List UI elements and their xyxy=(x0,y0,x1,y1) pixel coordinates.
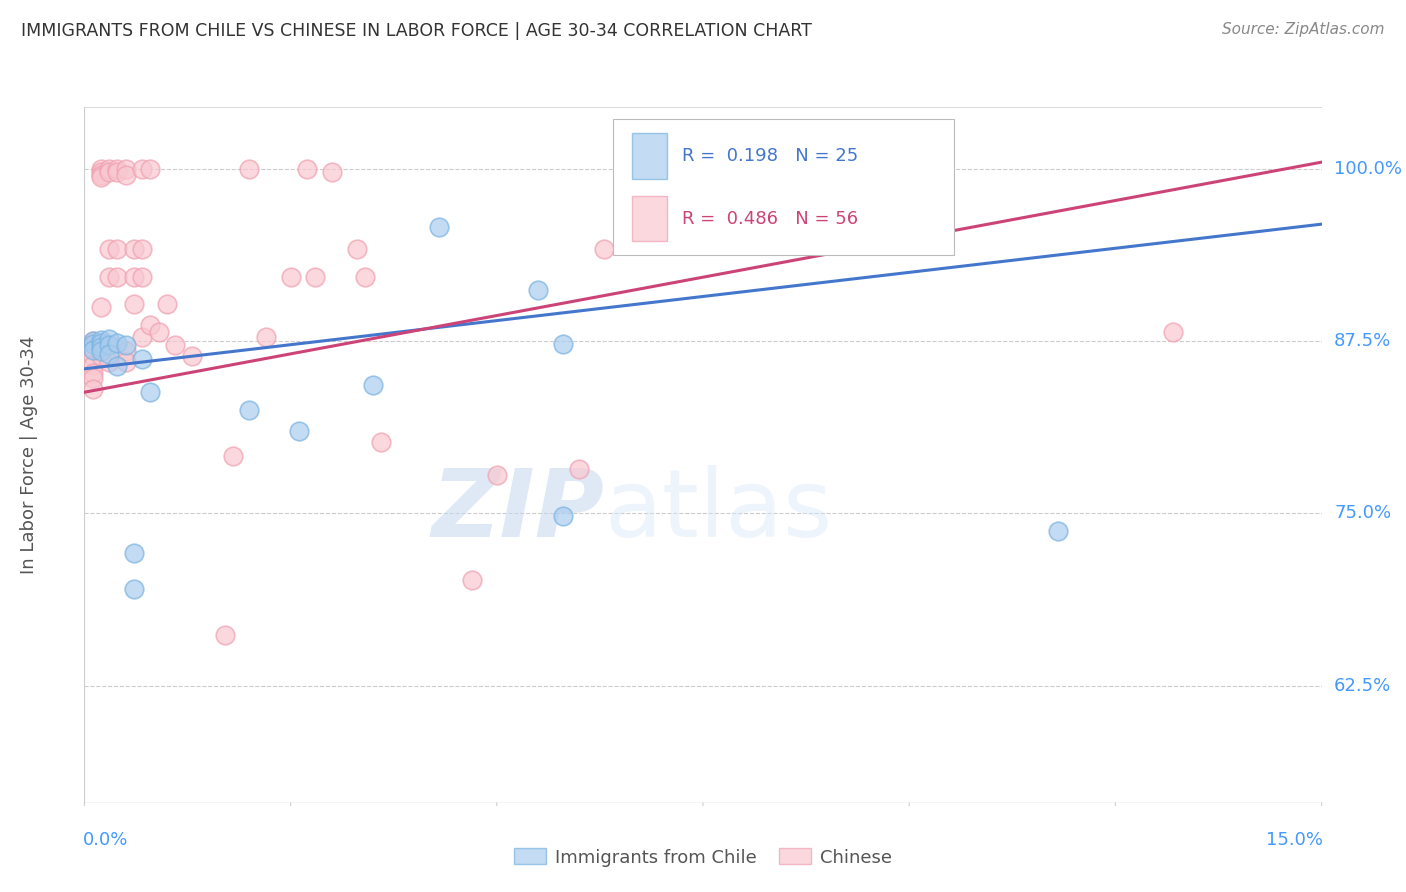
Point xyxy=(90,335,112,350)
Text: In Labor Force | Age 30-34: In Labor Force | Age 30-34 xyxy=(20,335,38,574)
Point xyxy=(551,509,574,524)
Point xyxy=(131,162,153,177)
Point xyxy=(90,341,112,355)
Point xyxy=(180,350,202,364)
Point xyxy=(82,334,104,349)
Point xyxy=(114,343,136,358)
Point xyxy=(105,165,128,179)
Point xyxy=(82,334,104,349)
Point xyxy=(90,350,112,364)
Point xyxy=(131,352,153,367)
Text: ZIP: ZIP xyxy=(432,465,605,557)
Point xyxy=(139,318,162,332)
Point xyxy=(122,582,145,597)
Point xyxy=(280,269,302,284)
Point xyxy=(105,335,128,350)
Point xyxy=(98,338,121,352)
Point xyxy=(82,343,104,357)
Point xyxy=(114,355,136,369)
Point xyxy=(82,371,104,385)
Point xyxy=(105,269,128,284)
FancyBboxPatch shape xyxy=(613,119,955,255)
Text: R =  0.198   N = 25: R = 0.198 N = 25 xyxy=(682,147,858,165)
Point xyxy=(90,333,112,347)
Point xyxy=(485,467,508,482)
Point xyxy=(82,383,104,397)
Point xyxy=(90,168,112,182)
Point xyxy=(304,269,326,284)
Point xyxy=(131,269,153,284)
Point xyxy=(105,359,128,373)
Point xyxy=(346,242,368,256)
Point xyxy=(90,162,112,177)
Point xyxy=(139,385,162,400)
Point xyxy=(222,449,245,463)
Point xyxy=(165,338,187,352)
Point xyxy=(1046,524,1069,539)
Point xyxy=(90,170,112,185)
Point xyxy=(90,340,112,354)
Bar xyxy=(633,196,666,242)
Text: IMMIGRANTS FROM CHILE VS CHINESE IN LABOR FORCE | AGE 30-34 CORRELATION CHART: IMMIGRANTS FROM CHILE VS CHINESE IN LABO… xyxy=(21,22,813,40)
Point xyxy=(361,378,384,392)
Point xyxy=(353,269,375,284)
Point xyxy=(98,242,121,256)
Point xyxy=(98,162,121,177)
Point xyxy=(105,242,128,256)
Point xyxy=(427,219,450,234)
Point xyxy=(114,338,136,352)
Point xyxy=(82,341,104,355)
Text: 75.0%: 75.0% xyxy=(1334,505,1391,523)
Point xyxy=(321,165,343,179)
Point xyxy=(370,434,392,449)
Point xyxy=(82,366,104,380)
Point xyxy=(98,355,121,369)
Point xyxy=(1161,325,1184,339)
Point xyxy=(122,297,145,311)
Point xyxy=(82,350,104,364)
Point xyxy=(295,162,318,177)
Point xyxy=(156,297,179,311)
Point xyxy=(254,330,277,344)
Text: 15.0%: 15.0% xyxy=(1265,830,1323,848)
Point xyxy=(114,162,136,177)
Point xyxy=(131,242,153,256)
Point xyxy=(90,300,112,314)
Point xyxy=(131,330,153,344)
Text: 87.5%: 87.5% xyxy=(1334,332,1392,351)
Text: Source: ZipAtlas.com: Source: ZipAtlas.com xyxy=(1222,22,1385,37)
Text: 100.0%: 100.0% xyxy=(1334,160,1402,178)
Point xyxy=(122,242,145,256)
Point xyxy=(105,162,128,177)
Point xyxy=(82,337,104,351)
Point xyxy=(90,165,112,179)
Point xyxy=(122,546,145,560)
Text: 0.0%: 0.0% xyxy=(83,830,128,848)
Point xyxy=(238,162,260,177)
Point xyxy=(114,168,136,182)
Point xyxy=(288,424,311,438)
Point xyxy=(593,242,616,256)
Text: 62.5%: 62.5% xyxy=(1334,677,1392,695)
Point xyxy=(98,165,121,179)
Point xyxy=(238,403,260,417)
Legend: Immigrants from Chile, Chinese: Immigrants from Chile, Chinese xyxy=(506,841,900,874)
Point xyxy=(122,269,145,284)
Point xyxy=(98,346,121,360)
Text: atlas: atlas xyxy=(605,465,832,557)
Point xyxy=(148,325,170,339)
Point xyxy=(98,269,121,284)
Point xyxy=(82,358,104,372)
Point xyxy=(214,628,236,642)
Point xyxy=(90,343,112,358)
Text: R =  0.486   N = 56: R = 0.486 N = 56 xyxy=(682,210,858,227)
Point xyxy=(551,337,574,351)
Point xyxy=(527,283,550,297)
Point xyxy=(568,462,591,476)
Bar xyxy=(633,134,666,178)
Point xyxy=(98,331,121,345)
Point xyxy=(461,573,484,587)
Point xyxy=(139,162,162,177)
